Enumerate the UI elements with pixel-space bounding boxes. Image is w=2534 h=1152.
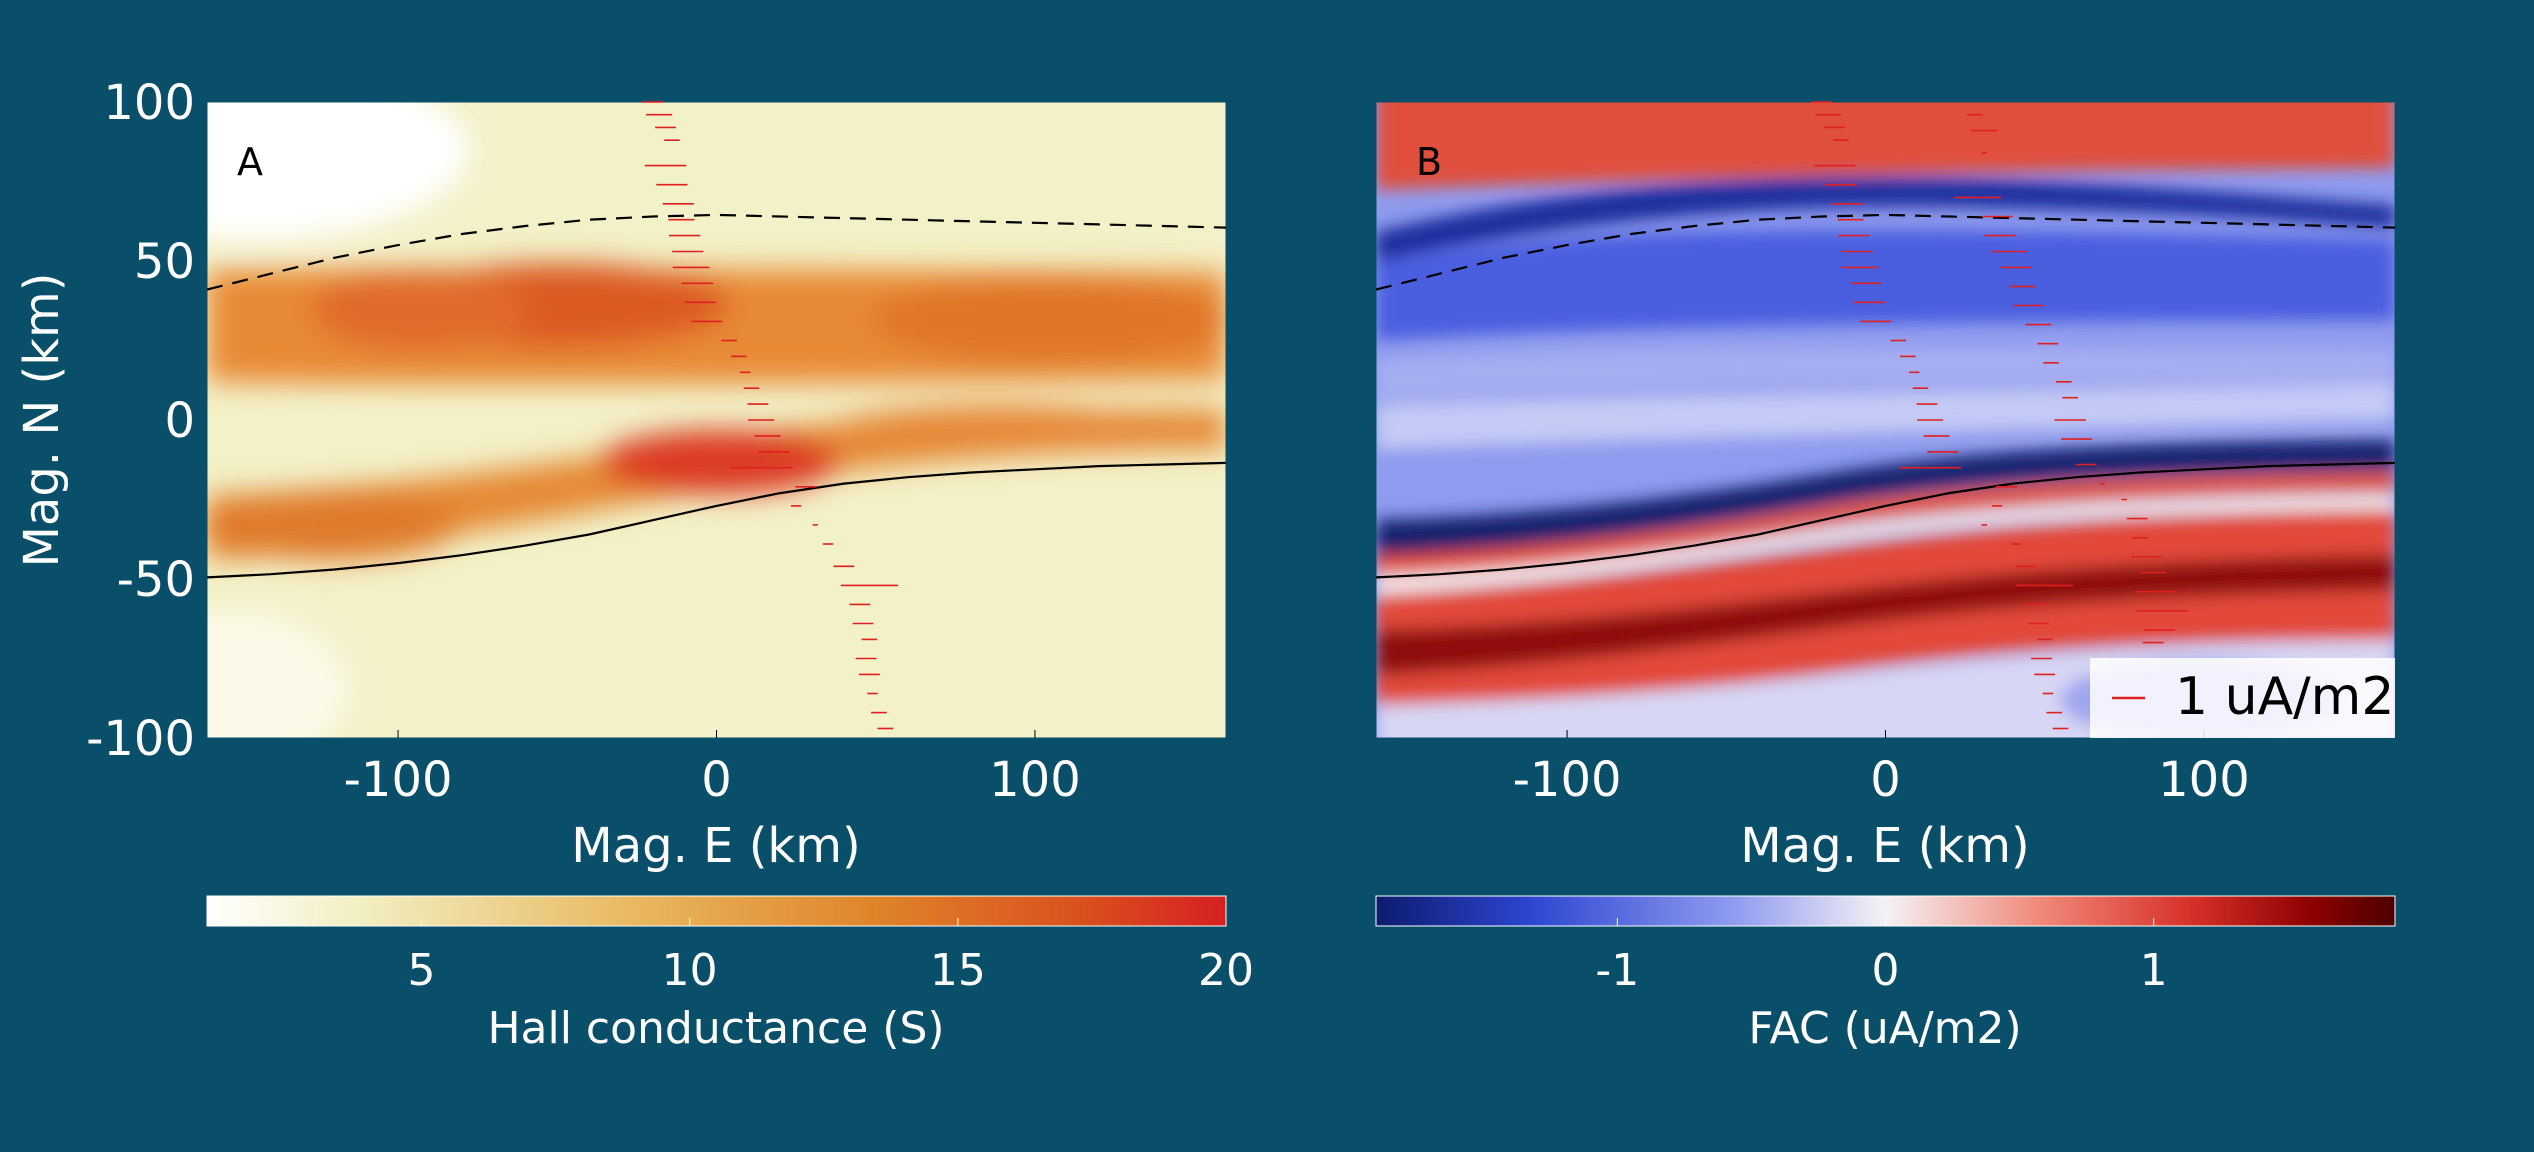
x-tick-label: -100 <box>1513 752 1622 808</box>
panel-a-quivers <box>642 101 898 730</box>
solid-boundary-line <box>1375 461 2396 579</box>
panel-b-quivers <box>1811 101 2189 730</box>
panel-a-xlabel: Mag. E (km) <box>571 818 860 874</box>
colorbar-tick-label: 15 <box>930 945 986 996</box>
colorbar-a: 5 10 15 20 Hall conductance (S) <box>206 895 1254 1054</box>
panel-a-ylabel: Mag. N (km) <box>14 273 70 568</box>
colorbar-tick-label: 5 <box>408 945 436 996</box>
legend-entry: 1 uA/m2 <box>2175 667 2394 727</box>
y-tick-label: -100 <box>86 711 195 767</box>
panel-b-boundary-lines <box>1375 213 2396 579</box>
panel-a: A -100 0 100 100 50 0 -50 -100 Mag. E (km) Mag.… <box>14 75 1227 874</box>
y-tick-label: -50 <box>117 552 195 608</box>
panel-b: B -100 0 100 Mag. E (km) 1 uA/m2 <box>1375 101 2396 874</box>
panel-b-legend: 1 uA/m2 <box>2090 658 2395 738</box>
y-tick-label: 50 <box>134 234 195 290</box>
panel-b-axes: -100 0 100 <box>1513 730 2250 808</box>
x-tick-label: 100 <box>989 752 1081 808</box>
colorbar-tick-label: 1 <box>2140 945 2168 996</box>
x-tick-label: 100 <box>2158 752 2250 808</box>
colorbar-tick-label: 20 <box>1198 945 1254 996</box>
y-tick-label: 100 <box>103 75 195 131</box>
panel-a-label: A <box>237 140 263 184</box>
solid-boundary-line <box>206 461 1227 579</box>
panel-a-axes: -100 0 100 100 50 0 -50 -100 <box>86 75 1081 808</box>
colorbar-tick-label: 0 <box>1872 945 1900 996</box>
panel-a-boundary-lines <box>206 213 1227 579</box>
colorbar-a-gradient <box>206 895 1227 927</box>
colorbar-a-label: Hall conductance (S) <box>487 1003 944 1054</box>
panel-a-heatmap <box>207 102 1226 738</box>
panel-b-label: B <box>1416 140 1442 184</box>
y-tick-label: 0 <box>164 393 195 449</box>
colorbar-tick-label: -1 <box>1595 945 1639 996</box>
x-tick-label: 0 <box>701 752 732 808</box>
x-tick-label: -100 <box>344 752 453 808</box>
colorbar-b: -1 0 1 FAC (uA/m2) <box>1375 895 2396 1054</box>
x-tick-label: 0 <box>1870 752 1901 808</box>
panel-b-xlabel: Mag. E (km) <box>1740 818 2029 874</box>
colorbar-b-label: FAC (uA/m2) <box>1748 1003 2021 1054</box>
colorbar-tick-label: 10 <box>662 945 718 996</box>
